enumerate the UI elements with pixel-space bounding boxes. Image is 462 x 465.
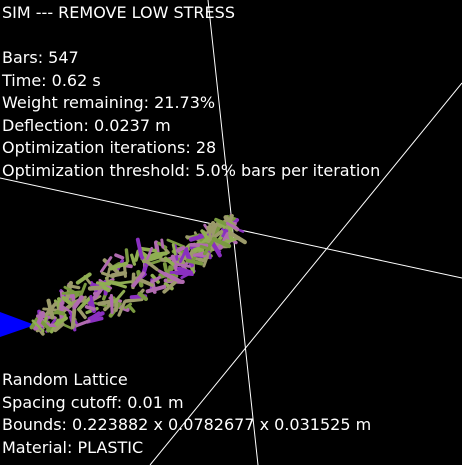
lattice-bar	[87, 311, 105, 321]
lattice-bar	[114, 253, 125, 260]
lattice-bar	[200, 229, 210, 241]
lattice-bar	[196, 253, 207, 258]
lattice-bar	[203, 223, 217, 237]
bounds-readout: Bounds: 0.223882 x 0.0782677 x 0.031525 …	[2, 415, 372, 434]
lattice-bar	[53, 321, 65, 333]
deflection-readout: Deflection: 0.0237 m	[2, 115, 171, 135]
lattice-bar	[108, 280, 127, 289]
material-readout: Material: PLASTIC	[2, 437, 144, 457]
lattice-bar	[226, 221, 240, 231]
lattice-type: Random Lattice	[2, 370, 128, 389]
lattice-bar	[72, 295, 84, 310]
lattice-bar	[185, 258, 204, 266]
lattice-bar	[113, 289, 126, 304]
lattice-bar	[192, 256, 206, 263]
lattice-bar	[202, 252, 210, 268]
lattice-bar	[66, 284, 81, 290]
lattice-bar	[210, 241, 222, 258]
lattice-bar	[131, 271, 146, 288]
lattice-bar	[123, 265, 127, 278]
lattice-bar	[110, 270, 128, 278]
time-readout: Time: 0.62 s	[2, 70, 101, 90]
lattice-bar	[145, 284, 167, 294]
hud-title: SIM --- REMOVE LOW STRESS	[2, 3, 235, 22]
lattice-bar	[87, 285, 103, 291]
spacing-cutoff: Spacing cutoff: 0.01 m	[2, 392, 184, 412]
lattice-bar	[135, 237, 144, 259]
lattice-bar	[78, 282, 87, 299]
lattice-bar	[109, 261, 129, 271]
lattice-bar	[166, 238, 186, 248]
lattice-bar	[124, 248, 130, 263]
lattice-bar	[140, 246, 158, 253]
lattice-bar	[55, 310, 66, 316]
lattice-bar	[98, 283, 111, 293]
lattice-bar	[77, 295, 92, 312]
lattice-bar	[92, 288, 103, 300]
lattice-bar	[134, 249, 141, 262]
lattice-bar	[95, 281, 112, 286]
lattice-bar	[77, 308, 87, 320]
fixed-support-marker	[0, 312, 35, 337]
lattice-bar	[54, 316, 68, 327]
bars-count: Bars: 547	[2, 48, 79, 67]
lattice-bar	[211, 236, 232, 249]
lattice-bar	[175, 272, 194, 277]
lattice-bar	[137, 291, 149, 302]
lattice-bar	[189, 242, 209, 248]
lattice-bar	[75, 319, 91, 328]
lattice-bar	[175, 245, 186, 253]
lattice-bar	[75, 272, 92, 285]
lattice-bar	[227, 230, 247, 245]
lattice-structure	[29, 213, 247, 336]
hud-lattice-panel: Random Lattice Spacing cutoff: 0.01 m Bo…	[2, 369, 371, 459]
lattice-bar	[160, 238, 165, 249]
lattice-bar	[105, 267, 111, 282]
hud-stats-panel: SIM --- REMOVE LOW STRESS Bars: 547 Time…	[2, 2, 380, 182]
lattice-bar	[109, 293, 114, 314]
lattice-bar	[142, 258, 159, 272]
lattice-bar	[39, 319, 50, 330]
lattice-bar	[84, 305, 96, 311]
optimization-iterations: Optimization iterations: 28	[2, 138, 217, 157]
lattice-bar	[162, 278, 180, 294]
weight-remaining: Weight remaining: 21.73%	[2, 93, 216, 112]
lattice-bar	[163, 256, 175, 266]
axis-line-b	[149, 82, 462, 465]
lattice-bar	[46, 298, 55, 320]
lattice-bar	[162, 262, 168, 273]
optimization-threshold: Optimization threshold: 5.0% bars per it…	[2, 160, 381, 180]
lattice-bar	[199, 244, 211, 251]
lattice-bar	[130, 253, 137, 266]
lattice-bar	[61, 290, 83, 295]
lattice-bar	[172, 262, 191, 268]
lattice-bar	[117, 300, 127, 317]
lattice-bar	[99, 256, 113, 273]
lattice-bar	[61, 296, 73, 306]
lattice-bar	[70, 307, 77, 329]
lattice-bar	[188, 234, 205, 242]
lattice-bar	[115, 279, 136, 285]
lattice-bar	[176, 266, 194, 275]
lattice-bar	[127, 304, 136, 313]
lattice-bar	[31, 319, 45, 333]
lattice-bar	[150, 275, 162, 284]
lattice-bar	[171, 243, 177, 256]
lattice-bar	[146, 246, 154, 260]
lattice-bar	[162, 271, 183, 284]
